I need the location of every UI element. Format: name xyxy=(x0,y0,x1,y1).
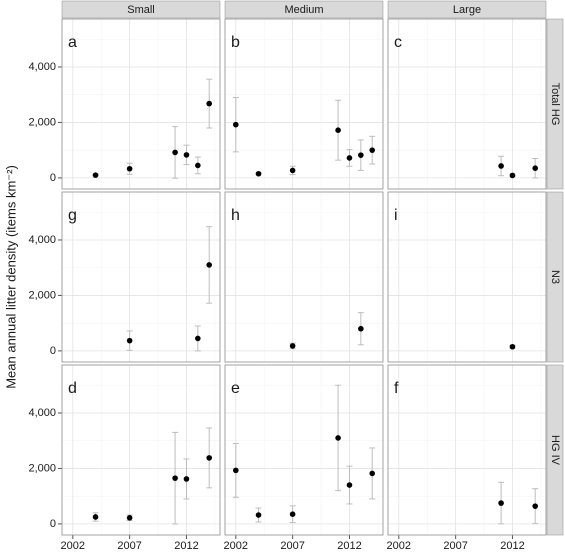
point xyxy=(509,343,516,350)
column-strip xyxy=(61,0,221,19)
point xyxy=(126,165,133,172)
panel-border xyxy=(61,191,221,363)
y-tick-label: 2,000 xyxy=(28,289,56,301)
panel-label: b xyxy=(231,34,240,51)
point xyxy=(126,337,133,344)
point xyxy=(289,511,296,518)
point xyxy=(232,467,239,474)
point xyxy=(335,435,341,441)
point xyxy=(92,514,99,520)
row-strip-label: Total HG xyxy=(549,83,561,126)
x-tick-label: 2002 xyxy=(387,540,411,552)
point xyxy=(255,170,262,177)
panel-background xyxy=(225,365,383,535)
panel-label: i xyxy=(394,207,398,224)
point xyxy=(172,149,178,156)
panel-border xyxy=(387,18,547,190)
point xyxy=(183,152,190,158)
panel-background xyxy=(388,19,546,189)
point xyxy=(172,475,178,481)
point xyxy=(183,476,190,482)
point xyxy=(358,325,364,332)
panel-border xyxy=(224,364,384,536)
x-tick-label: 2007 xyxy=(443,540,467,552)
point xyxy=(498,163,504,169)
point xyxy=(289,167,296,174)
point xyxy=(195,162,201,169)
point xyxy=(532,165,539,172)
panel-label: d xyxy=(68,380,77,397)
x-tick-label: 2002 xyxy=(224,540,248,552)
column-strip xyxy=(387,0,547,19)
row-strip xyxy=(546,364,564,536)
y-tick-label: 4,000 xyxy=(28,61,56,73)
point xyxy=(358,152,364,158)
row-strip xyxy=(546,191,564,363)
y-tick-label: 0 xyxy=(50,518,56,530)
panel-background xyxy=(62,365,220,535)
point xyxy=(206,262,213,268)
point xyxy=(206,455,213,461)
y-tick-label: 0 xyxy=(50,345,56,357)
point xyxy=(498,500,504,506)
panel-background xyxy=(62,192,220,362)
panel-label: e xyxy=(231,380,240,397)
panel-border xyxy=(61,18,221,190)
panel-border xyxy=(224,191,384,363)
point xyxy=(289,343,296,349)
panel-border xyxy=(61,364,221,536)
x-tick-label: 2007 xyxy=(117,540,141,552)
point xyxy=(335,127,341,134)
point xyxy=(232,121,239,128)
panel-background xyxy=(388,365,546,535)
x-tick-label: 2007 xyxy=(280,540,304,552)
point xyxy=(346,482,353,488)
column-strip-label: Small xyxy=(127,4,155,16)
panel-border xyxy=(387,364,547,536)
point xyxy=(532,503,539,509)
point xyxy=(195,335,201,342)
point xyxy=(369,147,376,153)
x-tick-label: 2012 xyxy=(337,540,361,552)
x-tick-label: 2012 xyxy=(174,540,198,552)
row-strip xyxy=(546,18,564,190)
column-strip xyxy=(224,0,384,19)
point xyxy=(255,512,262,518)
point xyxy=(346,155,353,161)
panel-label: h xyxy=(231,207,240,224)
row-strip-label: N3 xyxy=(549,270,561,284)
point xyxy=(92,172,99,178)
panel-background xyxy=(225,192,383,362)
y-tick-label: 4,000 xyxy=(28,407,56,419)
point xyxy=(369,470,376,477)
panel-label: g xyxy=(68,207,77,224)
point xyxy=(509,172,516,179)
panel-background xyxy=(62,19,220,189)
panel-label: f xyxy=(394,380,399,397)
x-tick-label: 2012 xyxy=(500,540,524,552)
panel-border xyxy=(387,191,547,363)
column-strip-label: Large xyxy=(453,4,481,16)
column-strip-label: Medium xyxy=(284,4,323,16)
row-strip-label: HG IV xyxy=(549,435,561,466)
point xyxy=(126,515,133,521)
y-axis-label: Mean annual litter density (items km⁻²) xyxy=(3,165,18,389)
point xyxy=(206,100,213,107)
x-tick-label: 2002 xyxy=(61,540,85,552)
panel-background xyxy=(388,192,546,362)
panel-label: a xyxy=(68,34,77,51)
panel-label: c xyxy=(394,34,402,51)
y-tick-label: 4,000 xyxy=(28,234,56,246)
y-tick-label: 2,000 xyxy=(28,462,56,474)
y-tick-label: 2,000 xyxy=(28,116,56,128)
panel-border xyxy=(224,18,384,190)
y-tick-label: 0 xyxy=(50,172,56,184)
panel-background xyxy=(225,19,383,189)
